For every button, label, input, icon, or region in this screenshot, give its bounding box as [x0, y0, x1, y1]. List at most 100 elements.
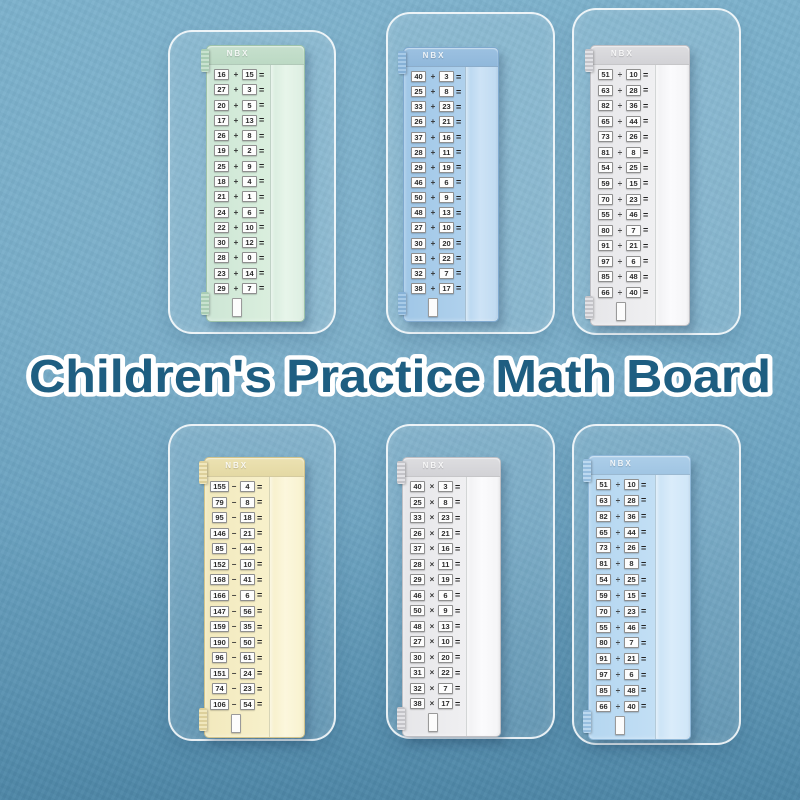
number-window: 55 — [596, 621, 611, 633]
equation-rows: 155−4 = 79−8 = 95−18 = 146−21 = 85−44 = 152−10 = 168… — [209, 481, 268, 710]
number-window: 19 — [438, 574, 453, 585]
operator-sign: ÷ — [617, 132, 623, 142]
number-window: 29 — [411, 161, 426, 173]
equals-sign: = — [259, 115, 265, 126]
number-window: 8 — [624, 558, 639, 570]
equals-sign: = — [641, 685, 647, 696]
equals-sign: = — [641, 622, 647, 633]
number-window: 85 — [596, 684, 611, 696]
number-window: 9 — [438, 605, 453, 616]
product-panel: NBX 51 ÷ 10 = 63 ÷ 28 = 82 ÷ 36 = 65 ÷ 44 = 73 ÷ 26 = 81 ÷ 8 = 54… — [572, 424, 741, 745]
equals-sign: = — [259, 161, 265, 172]
equals-sign: = — [259, 237, 265, 248]
equation-row: 30 +12 = — [211, 237, 269, 249]
equals-sign: = — [455, 528, 461, 538]
equation-row: 19 +2 = — [211, 145, 269, 157]
number-window: 7 — [624, 637, 639, 649]
operator-sign: × — [429, 513, 435, 522]
equation-row: 27 × 10 = — [407, 636, 465, 647]
equation-row: 73 ÷ 26 = — [593, 542, 654, 554]
equation-row: 40 × 3 = — [407, 481, 465, 492]
operator-sign: × — [429, 699, 435, 708]
equals-sign: = — [641, 542, 647, 553]
number-window: 27 — [411, 222, 426, 234]
title-svg: Children's Practice Math Board — [25, 346, 776, 407]
equals-sign: = — [643, 69, 649, 80]
equation-row: 24 +6 = — [211, 206, 269, 218]
equals-sign: = — [257, 543, 263, 554]
hinge-knob-bottom — [201, 292, 209, 315]
equation-row: 37 +16 = — [408, 131, 464, 143]
number-window: 80 — [598, 224, 613, 236]
equation-row: 28 × 11 = — [407, 558, 465, 570]
number-window: 10 — [242, 221, 257, 233]
equation-row: 66 ÷ 40 = — [593, 700, 654, 712]
brand-logo: NBX — [610, 49, 634, 58]
number-window: 35 — [240, 621, 255, 633]
equals-sign: = — [257, 528, 263, 539]
equation-row: 70 ÷ 23 = — [595, 193, 654, 205]
operator-sign: + — [233, 70, 239, 79]
number-window: 59 — [598, 177, 613, 189]
operator-sign: × — [429, 575, 435, 584]
number-window: 13 — [242, 114, 257, 126]
equation-row: 65 ÷ 44 = — [595, 115, 654, 127]
number-window: 63 — [596, 494, 611, 506]
hinge-knob-top — [199, 461, 207, 484]
equals-sign: = — [643, 240, 649, 251]
number-window: 23 — [626, 193, 641, 205]
title-banner: Children's Practice Math Board — [0, 346, 800, 408]
number-window: 19 — [439, 161, 454, 173]
equation-row: 46 × 6 = — [407, 589, 465, 601]
equation-row: 85−44 = — [209, 543, 268, 555]
equation-row: 65 ÷ 44 = — [593, 526, 654, 538]
number-window: 31 — [411, 252, 426, 264]
number-window: 11 — [439, 146, 454, 158]
number-window: 26 — [624, 542, 639, 554]
operator-sign: ÷ — [617, 85, 623, 95]
equals-sign: = — [257, 699, 263, 710]
number-window: 28 — [410, 558, 425, 570]
slider-cover-strip — [465, 48, 498, 321]
operator-sign: ÷ — [615, 670, 621, 680]
number-window: 32 — [411, 267, 426, 279]
operator-sign: × — [429, 482, 435, 491]
equals-sign: = — [641, 574, 647, 585]
operator-sign: × — [429, 637, 435, 646]
equation-row: 73 ÷ 26 = — [595, 131, 654, 143]
number-window: 28 — [624, 494, 639, 506]
number-window: 24 — [214, 206, 229, 218]
equals-sign: = — [643, 225, 649, 236]
equation-row: 25 × 8 = — [407, 496, 465, 508]
number-window: 91 — [598, 240, 613, 252]
equation-row: 32 × 7 = — [407, 682, 465, 694]
number-window: 15 — [624, 589, 639, 601]
number-window: 25 — [626, 162, 641, 174]
number-window: 20 — [439, 237, 454, 249]
equals-sign: = — [456, 238, 462, 249]
operator-sign: + — [233, 115, 239, 125]
operator-sign: ÷ — [615, 527, 621, 537]
board-top-cap: NBX — [205, 458, 304, 477]
operator-sign: + — [430, 117, 436, 127]
subtraction-board-yellow: NBX 155−4 = 79−8 = 95−18 = 146−21 = 85−44 = 152−10 =… — [199, 457, 305, 738]
operator-sign: + — [233, 85, 239, 95]
equals-sign: = — [257, 637, 263, 648]
number-window: 50 — [240, 636, 255, 648]
number-window: 81 — [598, 146, 613, 158]
equals-sign: = — [257, 621, 263, 632]
equation-row: 30 +20 = — [408, 237, 464, 249]
answer-slider-slot — [616, 302, 627, 321]
equation-row: 74−23 = — [209, 683, 268, 695]
brand-logo: NBX — [422, 51, 446, 60]
number-window: 30 — [411, 237, 426, 249]
equation-row: 38 +17 = — [408, 282, 464, 294]
equation-row: 25 +9 = — [211, 160, 269, 172]
equation-row: 55 ÷ 46 = — [595, 209, 654, 221]
equals-sign: = — [643, 85, 649, 96]
operator-sign: + — [430, 283, 436, 293]
operator-sign: + — [430, 87, 436, 97]
operator-sign: − — [231, 637, 237, 647]
equation-row: 96−61 = — [209, 652, 268, 664]
number-window: 82 — [596, 510, 611, 522]
